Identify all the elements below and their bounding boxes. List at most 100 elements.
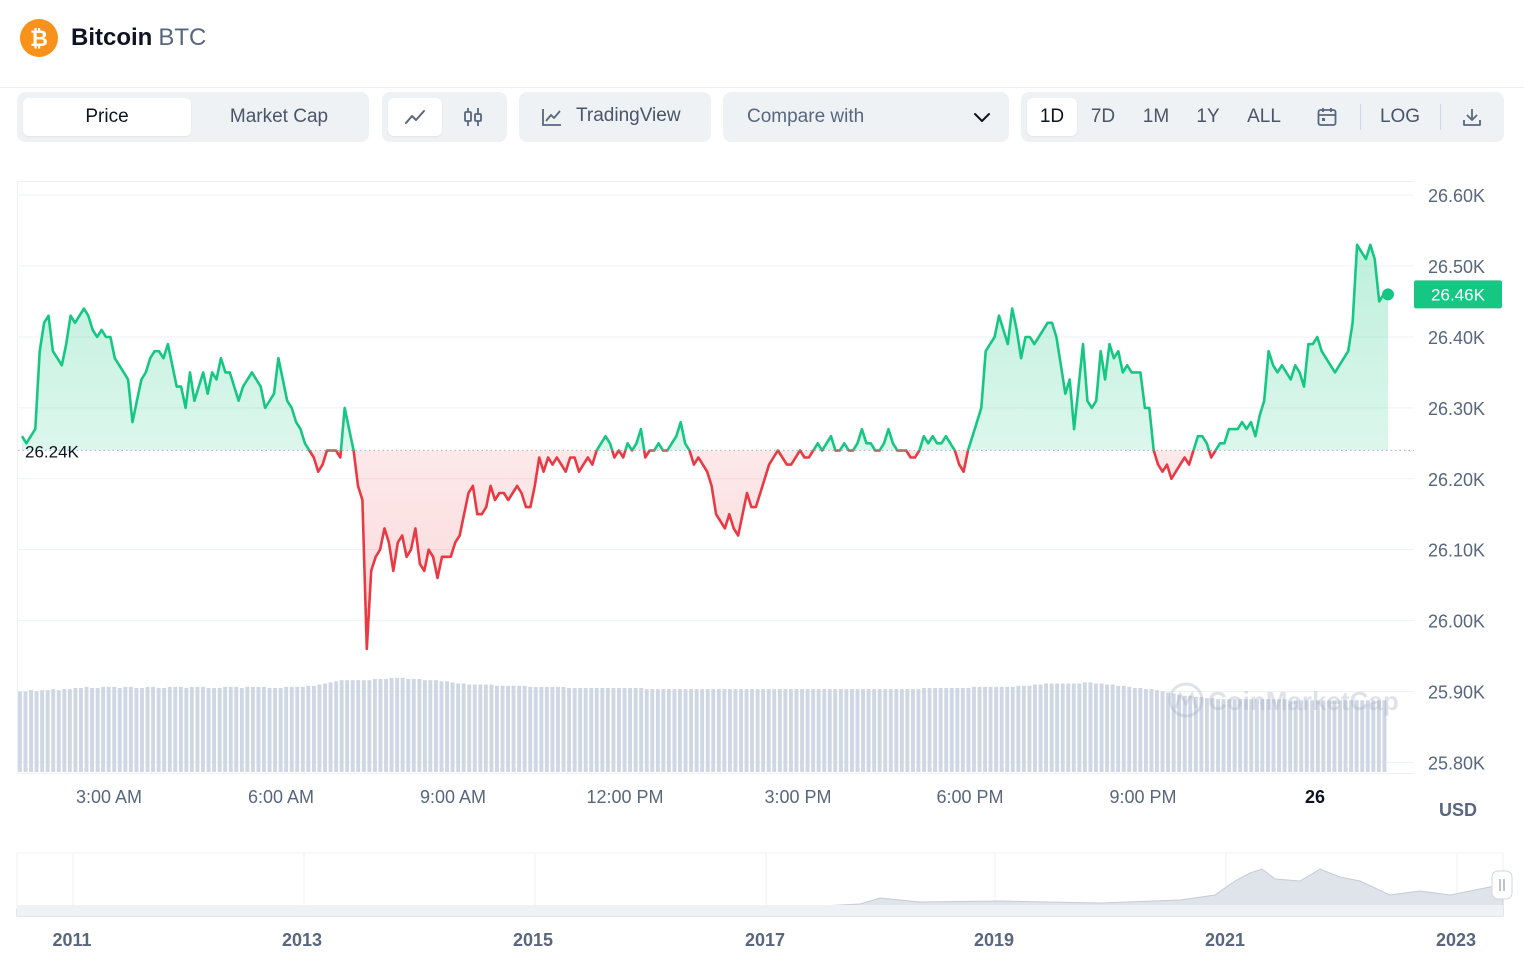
volume-bar [899,689,904,772]
area-above-baseline [22,244,1388,451]
volume-bar [1166,692,1170,772]
baseline-label: 26.24K [25,442,80,461]
volume-bar [1365,700,1370,772]
volume-bar [1188,695,1193,772]
volume-bar [234,686,239,772]
volume-bar [916,689,921,772]
volume-bar [328,682,333,772]
volume-bar [45,690,50,772]
year-label: 2021 [1205,930,1245,950]
y-tick-label: 26.10K [1428,541,1485,561]
volume-bar [611,688,616,772]
line-chart-button[interactable] [388,98,442,136]
volume-bar [733,689,738,772]
volume-bar [600,688,605,772]
volume-bar [511,685,516,772]
volume-bar [23,691,28,772]
volume-bar [434,680,438,772]
chart-frame [17,181,1414,774]
tradingview-button[interactable]: TradingView [519,92,711,142]
range-7d[interactable]: 7D [1090,106,1116,127]
coin-title: Bitcoin BTC [71,24,206,52]
compare-with-select[interactable]: Compare with [723,92,1009,142]
volume-bar [450,682,455,772]
volume-bar [1038,684,1043,772]
volume-bar [683,689,688,772]
volume-bar [251,686,255,772]
range-1y[interactable]: 1Y [1196,106,1220,127]
volume-bar [911,689,915,772]
volume-bar [478,684,483,772]
download-button[interactable] [1449,98,1495,136]
volume-bar [1155,690,1159,772]
tab-market-cap[interactable]: Market Cap [229,106,329,127]
year-label: 2011 [52,930,91,950]
range-1d[interactable]: 1D [1027,98,1077,136]
volume-bar [1271,699,1276,772]
volume-bar [589,688,594,772]
volume-bar [605,688,610,772]
currency-label: USD [1439,800,1477,820]
volume-bar [794,689,799,772]
current-price-tag [1414,280,1502,309]
year-label: 2013 [282,930,322,950]
volume-bar [1127,686,1132,772]
calendar-button[interactable] [1305,98,1349,136]
navigator-handle[interactable] [1491,870,1513,900]
volume-bar [883,689,888,772]
volume-bar [800,689,804,772]
range-all[interactable]: ALL [1247,106,1281,127]
y-axis-labels: 26.60K 26.50K 26.40K 26.30K 26.20K 26.10K 26.0… [1428,186,1485,773]
volume-bar [838,689,843,772]
coin-symbol: BTC [158,24,207,51]
current-price-label: 26.46K [1431,285,1486,304]
volume-bar [694,689,699,772]
navigator-history-area [16,868,1504,917]
volume-bar [761,689,766,772]
volume-bar [1071,683,1076,772]
volume-bar [123,686,128,772]
volume-bar [395,677,400,772]
volume-bar [1016,685,1021,772]
volume-bar [544,686,549,772]
volume-bar [938,688,943,772]
volume-bar [134,688,139,772]
log-scale-button[interactable]: LOG [1379,106,1421,127]
volume-bar [983,686,987,772]
volume-bar [1066,683,1071,772]
volume-bar [101,686,106,772]
volume-bar [1205,698,1209,772]
volume-bar [1282,699,1287,772]
volume-bar [1182,695,1187,772]
candlestick-button[interactable] [446,98,500,136]
volume-bar [528,686,533,772]
volume-bar [850,689,854,772]
tab-price[interactable]: Price [23,98,191,136]
volume-bar [1193,697,1198,772]
history-navigator[interactable]: 2011 2013 2015 2017 2019 2021 2023 [0,843,1524,973]
volume-bar [578,688,583,772]
volume-bar [262,686,266,772]
volume-bar [1082,682,1087,772]
volume-bar [1338,700,1342,772]
volume-bar [339,680,344,772]
volume-bar [223,686,228,772]
volume-bar [833,689,838,772]
price-chart[interactable]: 26.60K 26.50K 26.40K 26.30K 26.20K 26.10K 26.0… [0,0,1524,840]
volume-bar [273,688,277,772]
volume-bar [888,689,893,772]
volume-bar [755,689,760,772]
tradingview-chart-icon [542,109,561,126]
volume-bar [766,689,771,772]
volume-bar [1260,699,1265,772]
volume-bar [861,689,865,772]
volume-bar [90,688,94,772]
y-tick-label: 26.60K [1428,186,1485,206]
range-1m[interactable]: 1M [1142,106,1170,127]
volume-bar [666,689,671,772]
chart-type-toggle [382,92,507,142]
volume-bar [506,685,510,772]
price-line-up [20,243,1388,451]
volume-bar [872,689,877,772]
volume-bar [1144,689,1148,772]
